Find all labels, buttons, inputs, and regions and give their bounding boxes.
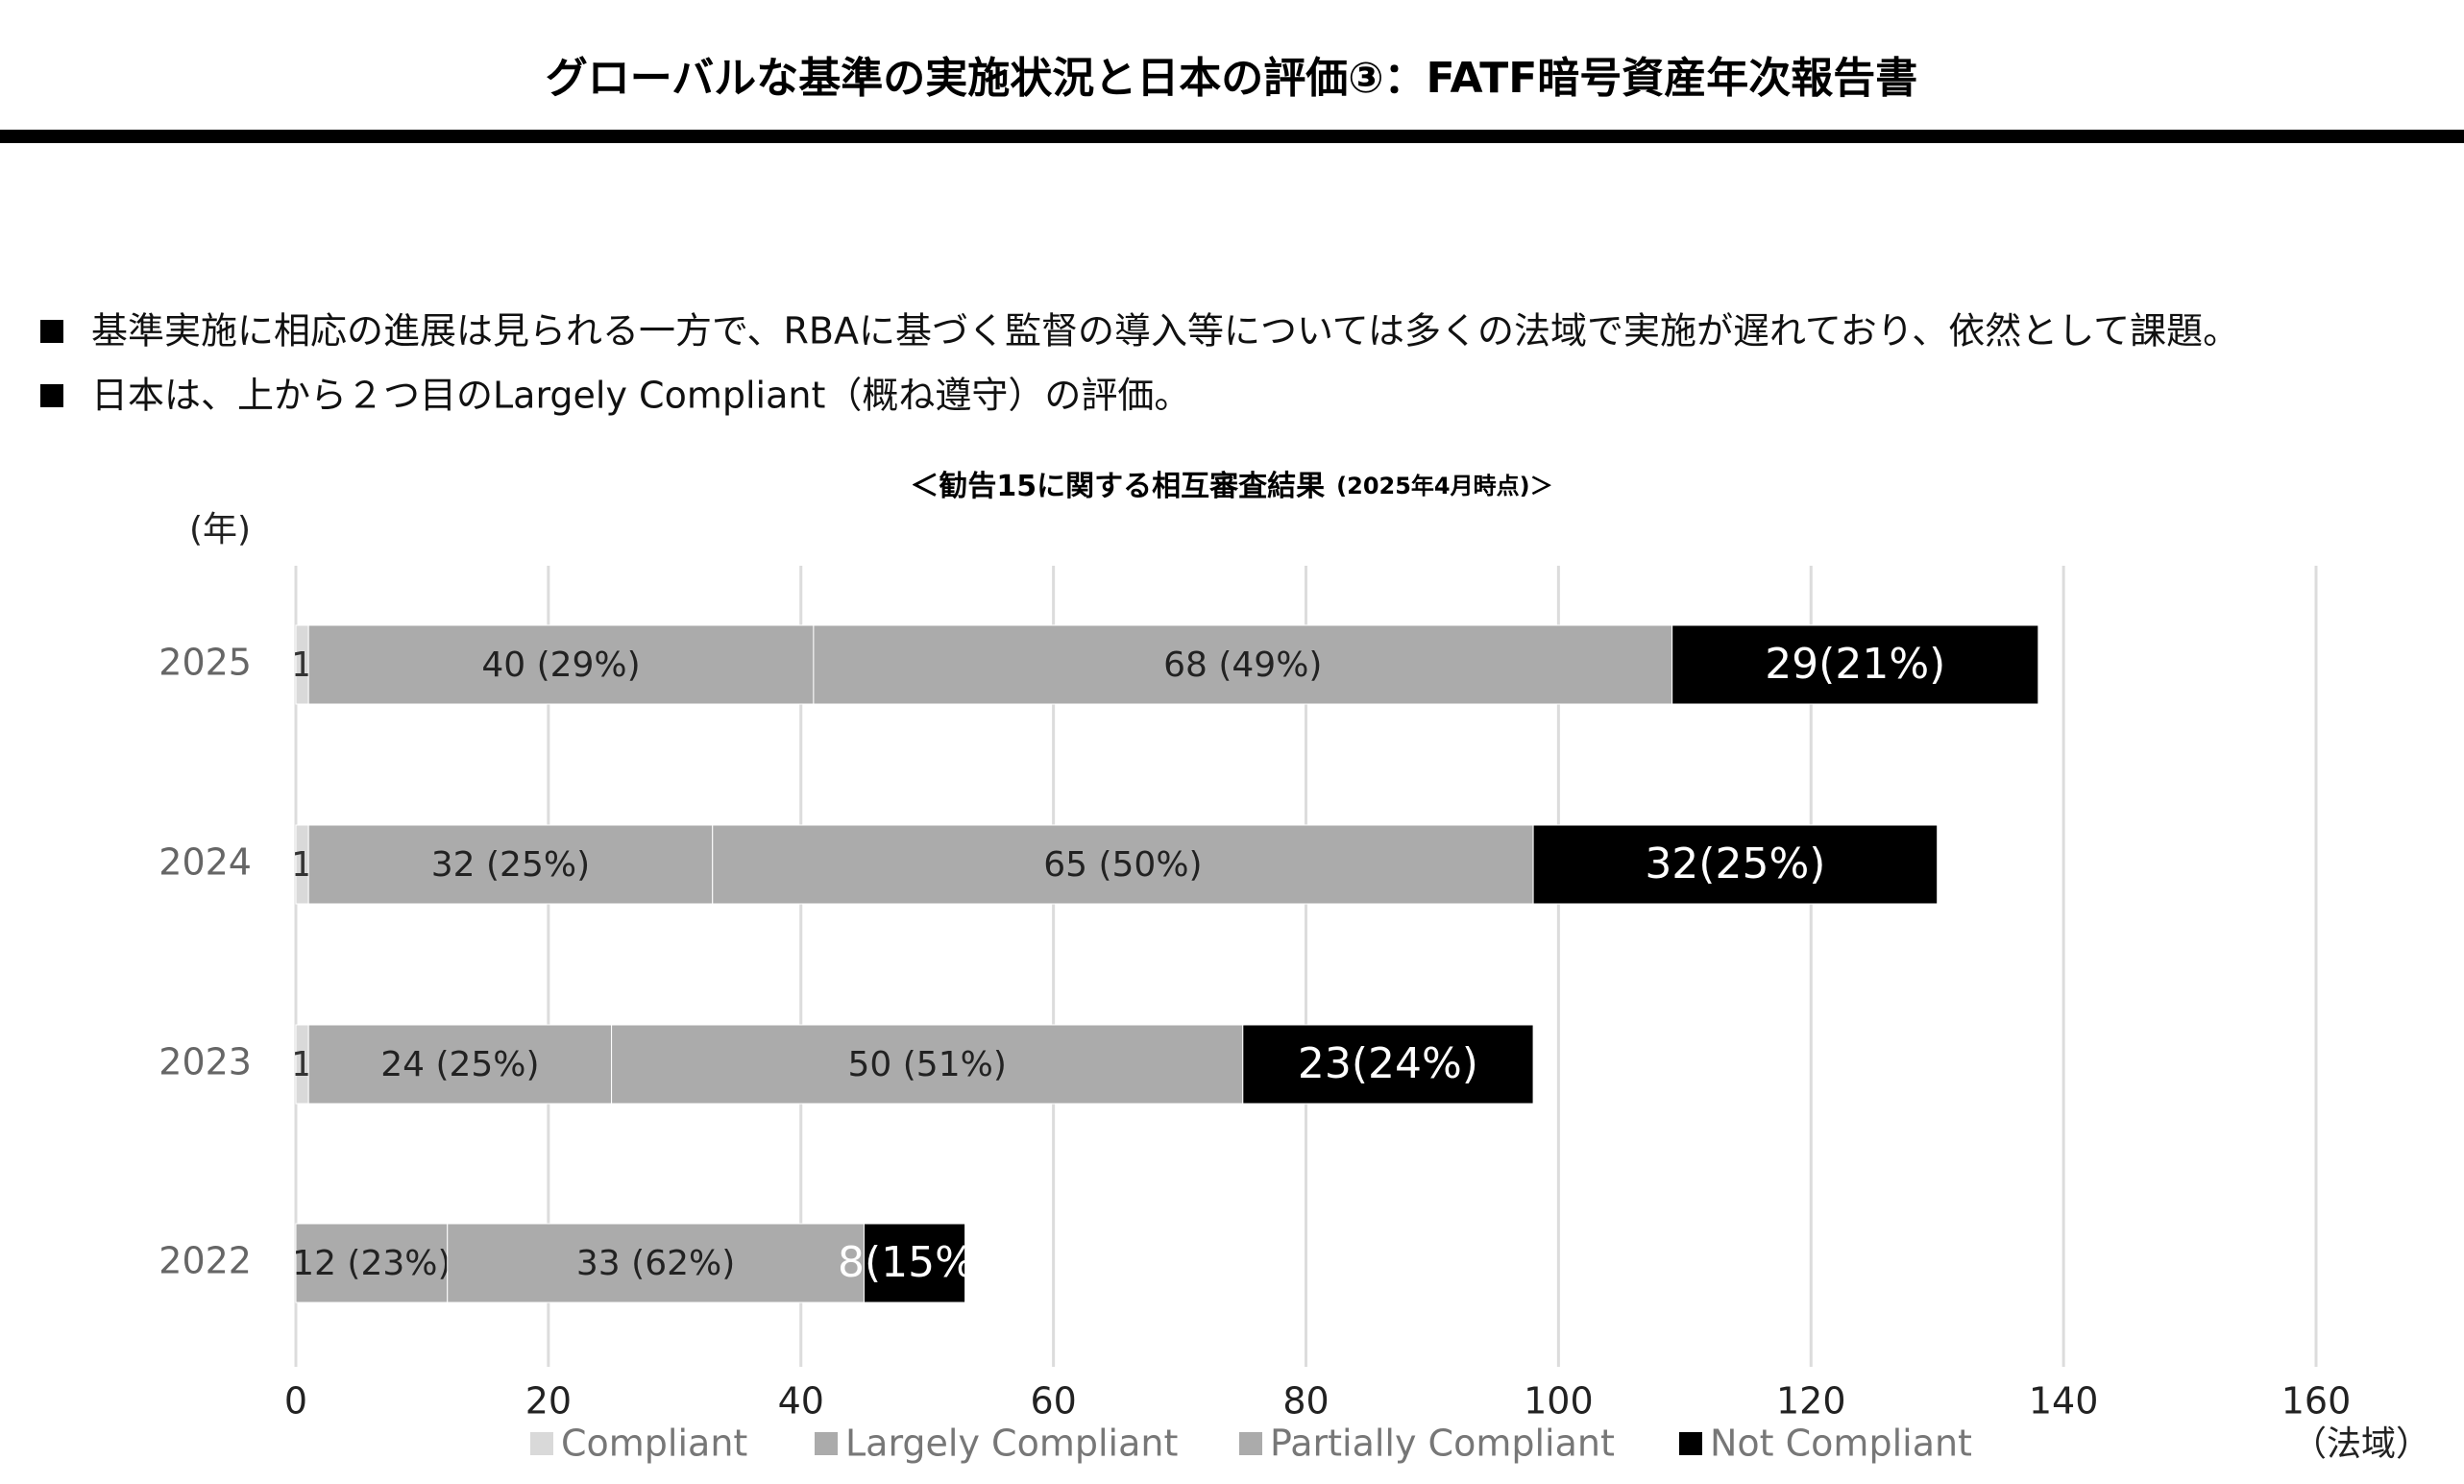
bullet-text: 日本は、上から２つ目のLargely Compliant（概ね遵守）の評価。 <box>91 375 1190 417</box>
y-tick-label: 2023 <box>159 1041 252 1083</box>
x-tick-label: 20 <box>525 1380 572 1423</box>
x-tick-label: 60 <box>1030 1380 1076 1423</box>
y-tick-label: 2024 <box>159 841 252 884</box>
bar-segment <box>1532 824 1939 905</box>
bullet-icon <box>40 384 63 407</box>
x-tick-label: 0 <box>284 1380 307 1423</box>
bar-segment <box>307 1024 613 1105</box>
bar-segment <box>1671 624 2039 705</box>
data-label: 65 (50%) <box>1043 845 1202 885</box>
x-tick-label: 160 <box>2281 1380 2352 1423</box>
header-rule <box>0 130 2464 143</box>
bar-segment <box>447 1223 865 1303</box>
legend-swatch <box>1239 1432 1262 1455</box>
bar-segment <box>295 1223 449 1303</box>
data-label: 12 (23%) <box>292 1244 451 1283</box>
x-axis-label: （法域） <box>2292 1424 2430 1464</box>
bar-segment <box>813 624 1673 705</box>
bullet-text: 基準実施に相応の進展は見られる一方で、RBAに基づく監督の導入等については多くの… <box>91 310 2239 353</box>
bar-segment <box>863 1223 966 1303</box>
legend-swatch <box>530 1432 553 1455</box>
page-title: グローバルな基準の実施状況と日本の評価③：FATF暗号資産年次報告書 <box>546 54 1918 103</box>
bar-segment <box>611 1024 1244 1105</box>
bar-segment <box>1242 1024 1534 1105</box>
data-label: 23(24%) <box>1298 1039 1478 1088</box>
legend-swatch <box>815 1432 838 1455</box>
legend-label: Partially Compliant <box>1270 1423 1615 1465</box>
data-label: 1 <box>291 1045 313 1084</box>
data-label: 32(25%) <box>1645 839 1825 888</box>
data-label: 32 (25%) <box>431 845 590 885</box>
bullet-icon <box>40 320 63 343</box>
chart-title-main: ＜勧告15に関する相互審査結果 <box>910 470 1325 503</box>
chart-title-note: (2025年4月時点)＞ <box>1336 473 1552 499</box>
data-label: 1 <box>291 845 313 885</box>
legend-label: Largely Compliant <box>845 1423 1178 1465</box>
y-tick-label: 2025 <box>159 642 252 684</box>
data-label: 50 (51%) <box>848 1045 1007 1084</box>
data-label: 8(15%) <box>838 1238 991 1287</box>
legend-label: Not Compliant <box>1710 1423 1972 1465</box>
bar-segment <box>712 824 1534 905</box>
x-tick-label: 80 <box>1282 1380 1329 1423</box>
bar-segment <box>307 624 815 705</box>
x-tick-label: 40 <box>778 1380 824 1423</box>
bar-segment <box>307 824 714 905</box>
data-label: 1 <box>291 645 313 685</box>
x-tick-label: 100 <box>1524 1380 1594 1423</box>
data-label: 29(21%) <box>1765 640 1945 689</box>
legend-label: Compliant <box>561 1423 747 1465</box>
x-tick-label: 120 <box>1776 1380 1846 1423</box>
data-label: 40 (29%) <box>481 645 640 685</box>
data-label: 68 (49%) <box>1163 645 1322 685</box>
data-label: 33 (62%) <box>576 1244 735 1283</box>
chart-title: ＜勧告15に関する相互審査結果 (2025年4月時点)＞ <box>910 470 1552 503</box>
x-tick-label: 140 <box>2029 1380 2099 1423</box>
data-label: 24 (25%) <box>380 1045 539 1084</box>
legend-swatch <box>1679 1432 1702 1455</box>
y-axis-label: (年) <box>189 510 251 549</box>
y-tick-label: 2022 <box>159 1240 252 1282</box>
